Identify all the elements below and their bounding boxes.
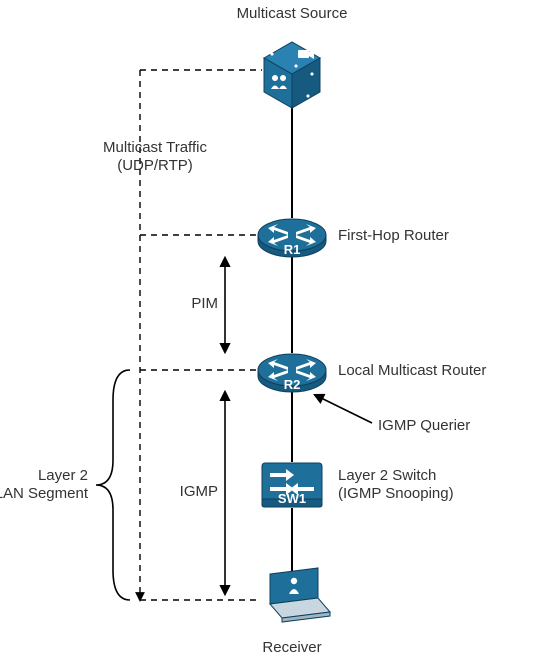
r2-label: R2 bbox=[284, 377, 301, 392]
l2-switch-label-l2: (IGMP Snooping) bbox=[338, 485, 454, 502]
traffic-label-l2: (UDP/RTP) bbox=[117, 157, 193, 174]
l2-segment-label-l2: LAN Segment bbox=[0, 485, 89, 502]
igmp-label: IGMP bbox=[180, 483, 218, 500]
router-r1: R1 bbox=[258, 219, 326, 257]
receiver-label: Receiver bbox=[262, 639, 321, 656]
igmp-querier-arrow bbox=[315, 395, 372, 423]
l2-segment-label-l1: Layer 2 bbox=[38, 467, 88, 484]
first-hop-router-label: First-Hop Router bbox=[338, 227, 449, 244]
igmp-querier-label: IGMP Querier bbox=[378, 417, 470, 434]
l2-switch-label-l1: Layer 2 Switch bbox=[338, 467, 436, 484]
router-r2: R2 bbox=[258, 354, 326, 392]
traffic-label-l1: Multicast Traffic bbox=[103, 139, 207, 156]
r1-label: R1 bbox=[284, 242, 301, 257]
local-multicast-router-label: Local Multicast Router bbox=[338, 362, 486, 379]
multicast-source-device bbox=[264, 42, 320, 108]
source-label: Multicast Source bbox=[237, 5, 348, 22]
pim-label: PIM bbox=[191, 295, 218, 312]
sw1-label: SW1 bbox=[278, 491, 306, 506]
receiver-laptop bbox=[270, 568, 330, 622]
switch-sw1: SW1 bbox=[262, 463, 322, 507]
l2-segment-brace bbox=[96, 370, 130, 600]
